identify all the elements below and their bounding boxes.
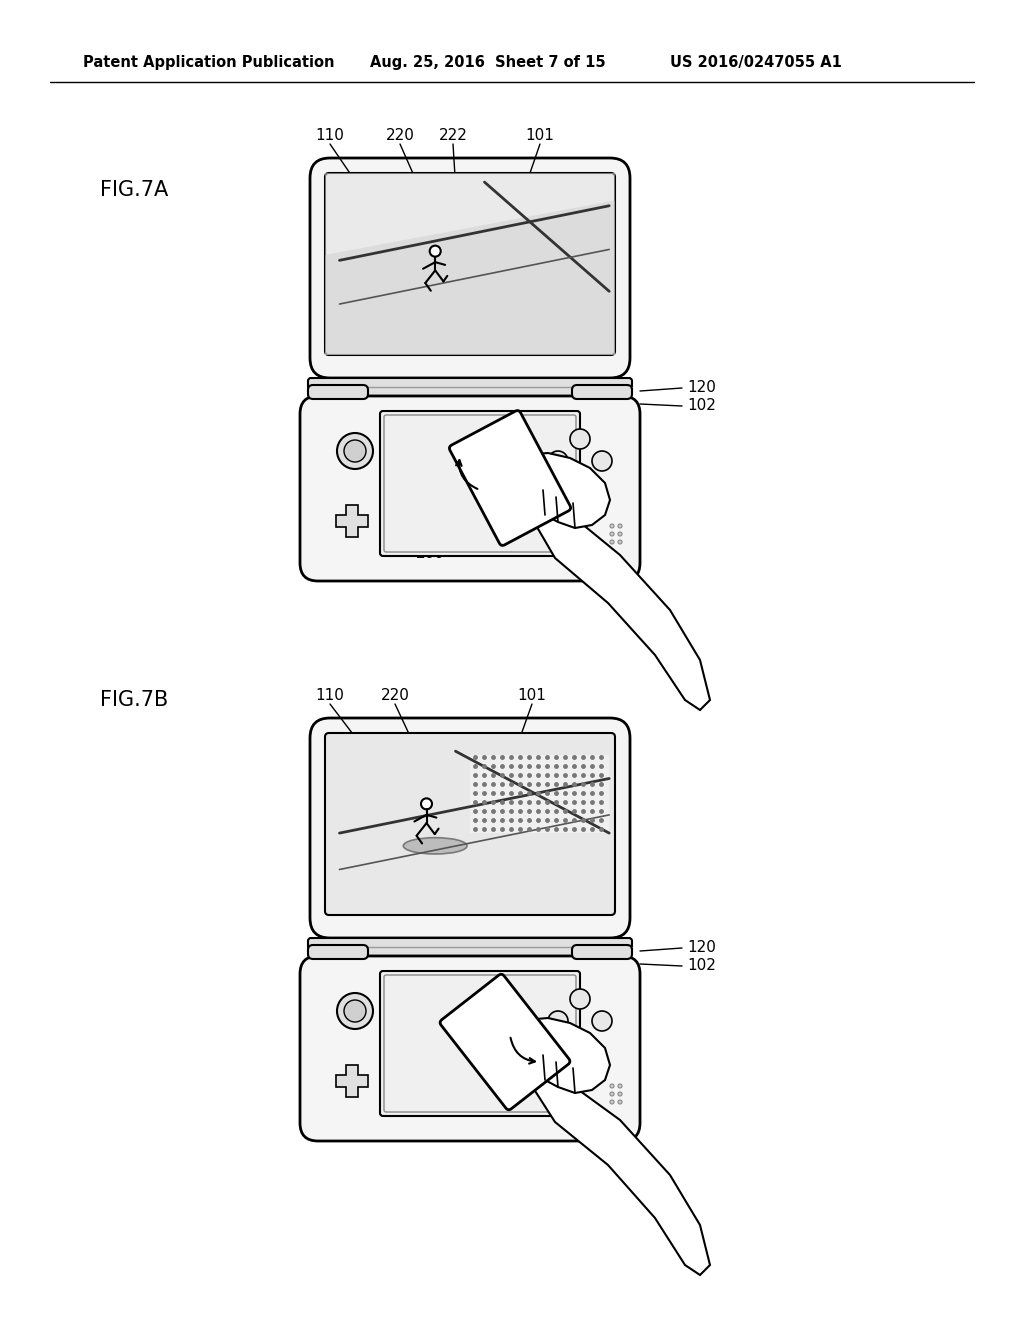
Circle shape: [344, 440, 366, 462]
Polygon shape: [530, 1074, 710, 1275]
Text: US 2016/0247055 A1: US 2016/0247055 A1: [670, 54, 842, 70]
Text: FIG.7A: FIG.7A: [100, 180, 168, 201]
Circle shape: [548, 1011, 568, 1031]
Text: 200: 200: [416, 545, 444, 561]
Text: 110: 110: [315, 689, 344, 704]
FancyBboxPatch shape: [308, 939, 632, 956]
Circle shape: [618, 1092, 622, 1096]
Polygon shape: [478, 445, 510, 482]
Text: 101: 101: [517, 689, 547, 704]
FancyBboxPatch shape: [308, 945, 368, 960]
Text: 200: 200: [418, 1105, 446, 1119]
Polygon shape: [530, 506, 710, 710]
Text: 110: 110: [315, 128, 344, 144]
Polygon shape: [490, 453, 610, 528]
Circle shape: [548, 451, 568, 471]
FancyBboxPatch shape: [380, 411, 580, 556]
Circle shape: [337, 993, 373, 1030]
Circle shape: [430, 246, 440, 256]
Circle shape: [610, 532, 614, 536]
Circle shape: [618, 524, 622, 528]
Polygon shape: [336, 1065, 368, 1097]
Polygon shape: [325, 201, 615, 355]
Circle shape: [570, 989, 590, 1008]
Ellipse shape: [403, 838, 467, 854]
Circle shape: [337, 433, 373, 469]
Circle shape: [592, 1011, 612, 1031]
FancyBboxPatch shape: [325, 733, 615, 915]
FancyBboxPatch shape: [310, 718, 630, 939]
Circle shape: [618, 1100, 622, 1104]
Polygon shape: [470, 755, 609, 833]
Text: Patent Application Publication: Patent Application Publication: [83, 54, 335, 70]
FancyBboxPatch shape: [450, 411, 570, 545]
Text: 120: 120: [687, 940, 717, 956]
FancyBboxPatch shape: [440, 974, 570, 1110]
FancyBboxPatch shape: [572, 945, 632, 960]
Circle shape: [344, 1001, 366, 1022]
Circle shape: [592, 451, 612, 471]
Polygon shape: [478, 1010, 510, 1048]
Circle shape: [570, 429, 590, 449]
Text: 120: 120: [687, 380, 717, 396]
FancyBboxPatch shape: [572, 385, 632, 399]
FancyBboxPatch shape: [308, 378, 632, 396]
Text: 102: 102: [687, 399, 717, 413]
Circle shape: [610, 540, 614, 544]
Polygon shape: [336, 506, 368, 537]
FancyBboxPatch shape: [300, 956, 640, 1140]
Text: 101: 101: [525, 128, 554, 144]
Circle shape: [421, 799, 432, 809]
Text: FIG.7B: FIG.7B: [100, 690, 168, 710]
Text: Aug. 25, 2016  Sheet 7 of 15: Aug. 25, 2016 Sheet 7 of 15: [370, 54, 605, 70]
Text: 102: 102: [687, 958, 717, 974]
Circle shape: [570, 1034, 590, 1053]
Circle shape: [618, 540, 622, 544]
Circle shape: [618, 1084, 622, 1088]
FancyBboxPatch shape: [325, 173, 615, 355]
Circle shape: [610, 1100, 614, 1104]
Circle shape: [618, 532, 622, 536]
Text: 222: 222: [438, 128, 467, 144]
Circle shape: [610, 1084, 614, 1088]
Text: 220: 220: [386, 128, 415, 144]
Text: 220: 220: [381, 689, 410, 704]
Circle shape: [610, 1092, 614, 1096]
FancyBboxPatch shape: [300, 396, 640, 581]
FancyBboxPatch shape: [380, 972, 580, 1115]
Circle shape: [570, 473, 590, 492]
Circle shape: [610, 524, 614, 528]
Polygon shape: [490, 1018, 610, 1093]
FancyBboxPatch shape: [310, 158, 630, 378]
FancyBboxPatch shape: [308, 385, 368, 399]
Polygon shape: [325, 173, 615, 255]
